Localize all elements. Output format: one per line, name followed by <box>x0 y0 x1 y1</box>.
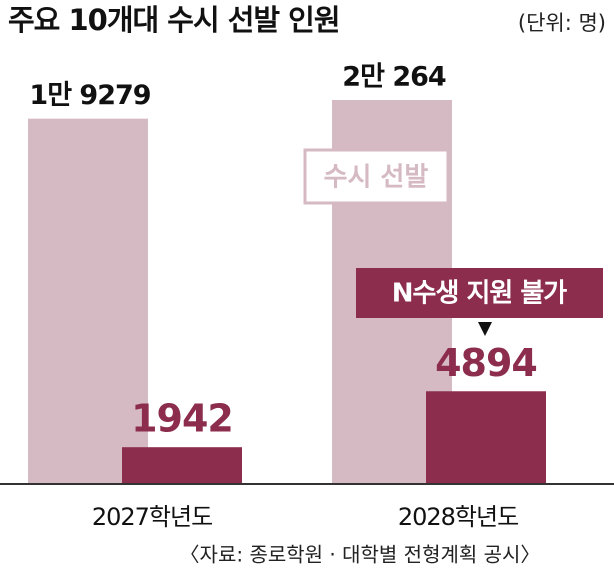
value-label: 1942 <box>131 397 233 441</box>
x-tick-label: 2028학년도 <box>398 503 518 531</box>
legend-label: 수시 선발 <box>324 163 429 193</box>
bar <box>426 391 546 484</box>
pointer <box>478 322 492 336</box>
value-label: 1만 9279 <box>29 80 150 111</box>
value-label: 4894 <box>435 341 537 385</box>
source: 〈자료: 종로학원 · 대학별 전형계획 공시〉 <box>180 543 541 567</box>
x-tick-label: 2027학년도 <box>92 503 212 531</box>
legend-box <box>356 268 603 318</box>
value-label: 2만 264 <box>342 62 446 93</box>
bar <box>28 118 148 484</box>
bar <box>122 447 242 484</box>
legend-box <box>303 148 450 205</box>
chart-title: 주요 10개대 수시 선발 인원 <box>8 3 340 37</box>
legend-label: N수생 지원 불가 <box>392 279 567 309</box>
chart-subtitle: (단위: 명) <box>518 11 606 35</box>
